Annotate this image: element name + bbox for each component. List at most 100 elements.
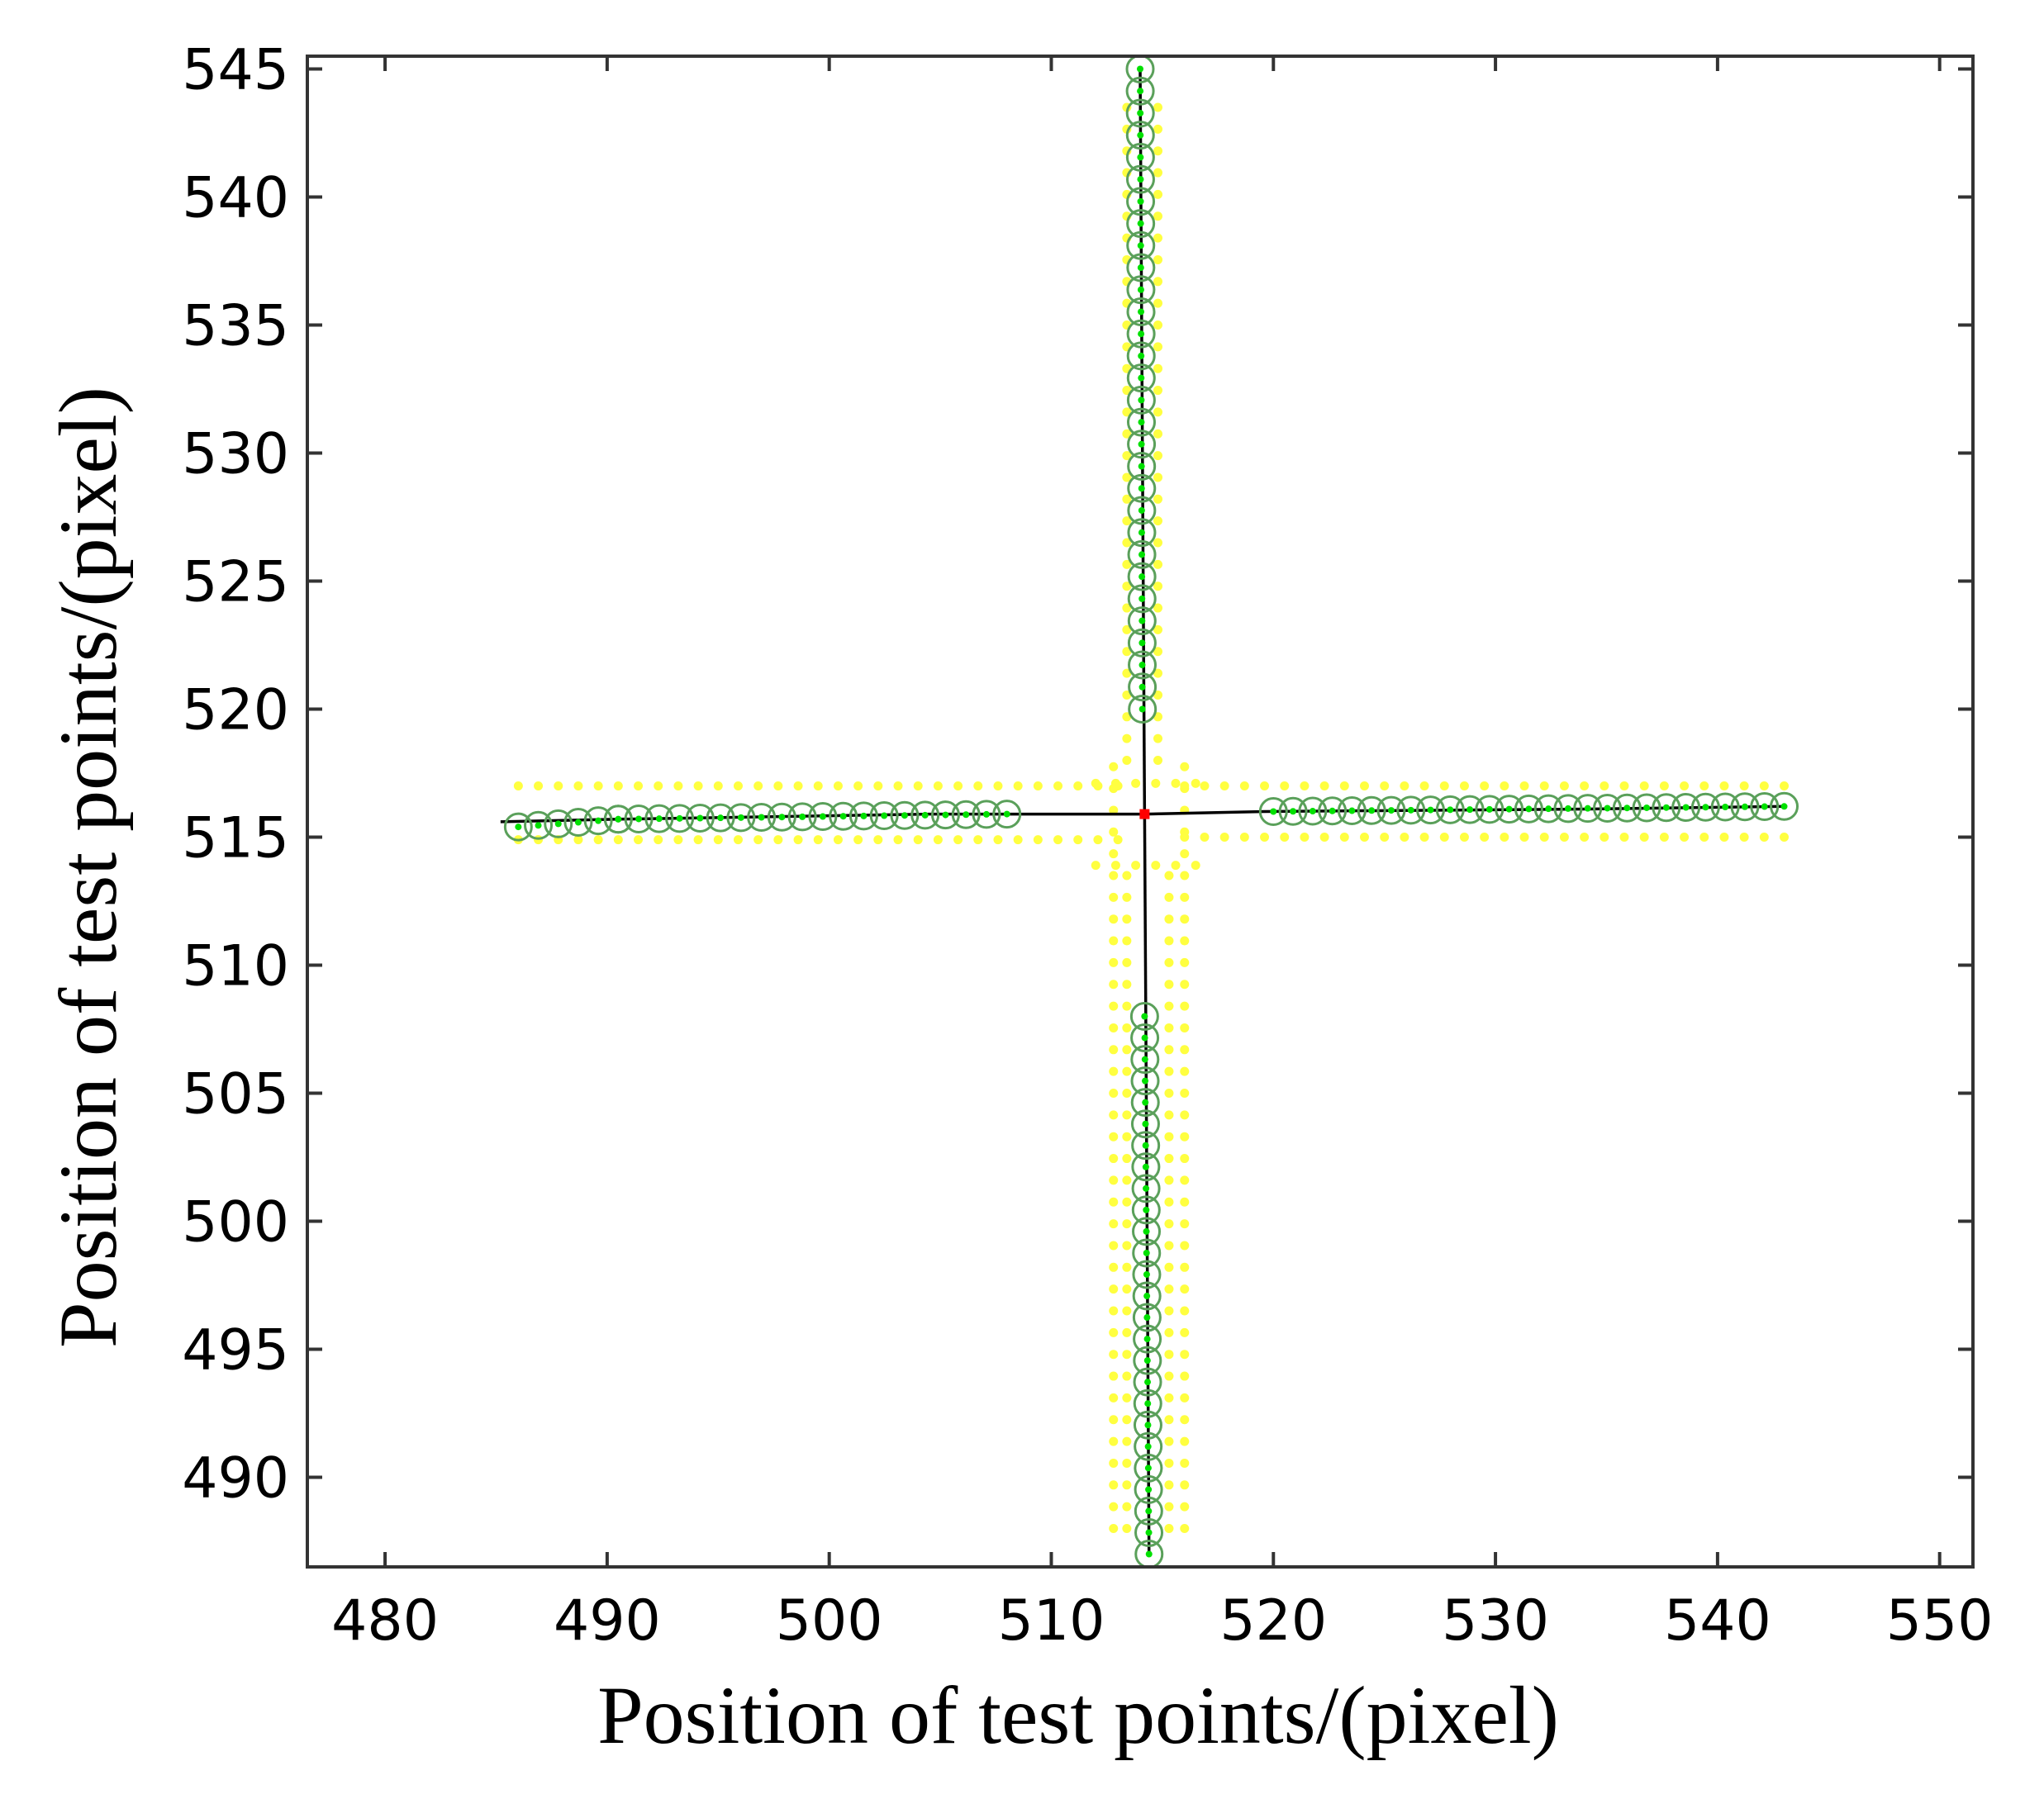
detected-point (1138, 617, 1146, 624)
detected-point (1143, 1227, 1150, 1235)
candidate-point (1380, 781, 1390, 790)
detected-point (1138, 485, 1145, 492)
detected-point (1142, 1099, 1149, 1106)
detected-point (1584, 805, 1591, 812)
candidate-point (1164, 914, 1174, 924)
candidate-point (1639, 833, 1649, 842)
candidate-point (1109, 1436, 1119, 1446)
candidate-point (1153, 298, 1163, 308)
detected-point (819, 813, 826, 820)
candidate-point (1680, 833, 1690, 842)
y-tick-label: 505 (182, 1062, 289, 1127)
detected-points (503, 55, 1799, 1569)
detected-point (1387, 807, 1395, 814)
y-tick-label: 525 (182, 550, 289, 615)
detected-circle (1133, 1388, 1162, 1418)
candidate-point (1180, 871, 1190, 881)
detected-point (1138, 506, 1145, 514)
candidate-point (1180, 1132, 1190, 1142)
detected-point (1137, 286, 1144, 293)
detected-point (1143, 1314, 1151, 1322)
candidate-point (1122, 647, 1132, 657)
candidate-point (1109, 805, 1119, 815)
candidate-point (1109, 1197, 1119, 1207)
candidate-point (753, 781, 763, 790)
candidate-point (893, 781, 903, 790)
candidate-point (973, 781, 983, 790)
y-tick-label: 530 (182, 422, 289, 487)
detected-circle (1126, 209, 1156, 239)
detected-circle (1730, 792, 1760, 822)
y-tick-label: 515 (182, 806, 289, 871)
detected-point (1662, 804, 1670, 811)
y-tick-label: 490 (182, 1446, 289, 1512)
detected-point (1143, 1184, 1150, 1192)
candidate-point (1500, 833, 1509, 842)
candidate-point (1280, 781, 1290, 790)
detected-circle (1126, 297, 1156, 326)
detected-circle (910, 800, 940, 830)
candidate-point (813, 835, 823, 845)
center-marker (1139, 809, 1150, 819)
candidate-point (713, 835, 723, 845)
candidate-point (1109, 1001, 1119, 1011)
candidate-point (1153, 168, 1163, 178)
candidate-point (1091, 861, 1100, 871)
detected-point (1427, 806, 1434, 814)
candidate-point (1191, 778, 1200, 788)
candidate-point (1033, 835, 1043, 845)
candidate-point (913, 835, 923, 845)
candidate-point (773, 781, 783, 790)
candidate-point (693, 835, 703, 845)
candidate-point (1164, 1350, 1174, 1360)
candidate-point (1131, 778, 1141, 788)
detected-circle (1127, 584, 1157, 614)
detected-point (1682, 804, 1690, 811)
detected-point (1137, 154, 1144, 161)
candidate-point (1180, 1262, 1190, 1272)
detected-point (1138, 463, 1145, 470)
candidate-point (613, 835, 623, 845)
detected-circle (1298, 796, 1328, 826)
detected-circle (1127, 539, 1157, 569)
candidate-point (1180, 1371, 1190, 1381)
detected-circle (1130, 1023, 1160, 1053)
y-tick-label: 500 (182, 1190, 289, 1256)
candidate-point (1164, 1524, 1174, 1533)
candidate-point (1153, 624, 1163, 634)
candidate-point (1151, 778, 1161, 788)
candidate-point (1109, 762, 1119, 771)
detected-point (535, 822, 542, 829)
candidate-point (1171, 778, 1181, 788)
candidate-point (1109, 1045, 1119, 1055)
candidate-point (1122, 1350, 1132, 1360)
detected-point (1138, 308, 1145, 316)
candidate-point (1122, 1023, 1132, 1032)
detected-point (1141, 1013, 1148, 1020)
candidate-point (1122, 1219, 1132, 1229)
candidate-point (1164, 980, 1174, 990)
detected-circle (624, 804, 654, 833)
candidate-point (1153, 211, 1163, 221)
candidate-point (1122, 429, 1132, 439)
detected-circle (1357, 795, 1386, 825)
detected-circle (685, 803, 715, 833)
x-tick-label: 500 (776, 1588, 883, 1654)
candidate-point (1580, 781, 1590, 790)
candidate-point (1153, 733, 1163, 743)
detected-point (1138, 705, 1146, 713)
detected-point (1643, 804, 1651, 811)
candidate-point (1164, 1045, 1174, 1055)
detected-circle (544, 809, 573, 838)
candidate-point (1122, 1066, 1132, 1076)
detected-circle (1125, 164, 1155, 194)
candidate-point (1659, 781, 1669, 790)
candidate-point (1122, 1306, 1132, 1316)
candidate-point (1780, 781, 1790, 790)
detected-circle (787, 802, 817, 832)
candidate-point (1122, 1175, 1132, 1185)
candidate-point (1164, 1175, 1174, 1185)
candidate-point (1164, 1306, 1174, 1316)
candidate-point (1719, 781, 1729, 790)
detected-circle (1132, 1238, 1162, 1268)
